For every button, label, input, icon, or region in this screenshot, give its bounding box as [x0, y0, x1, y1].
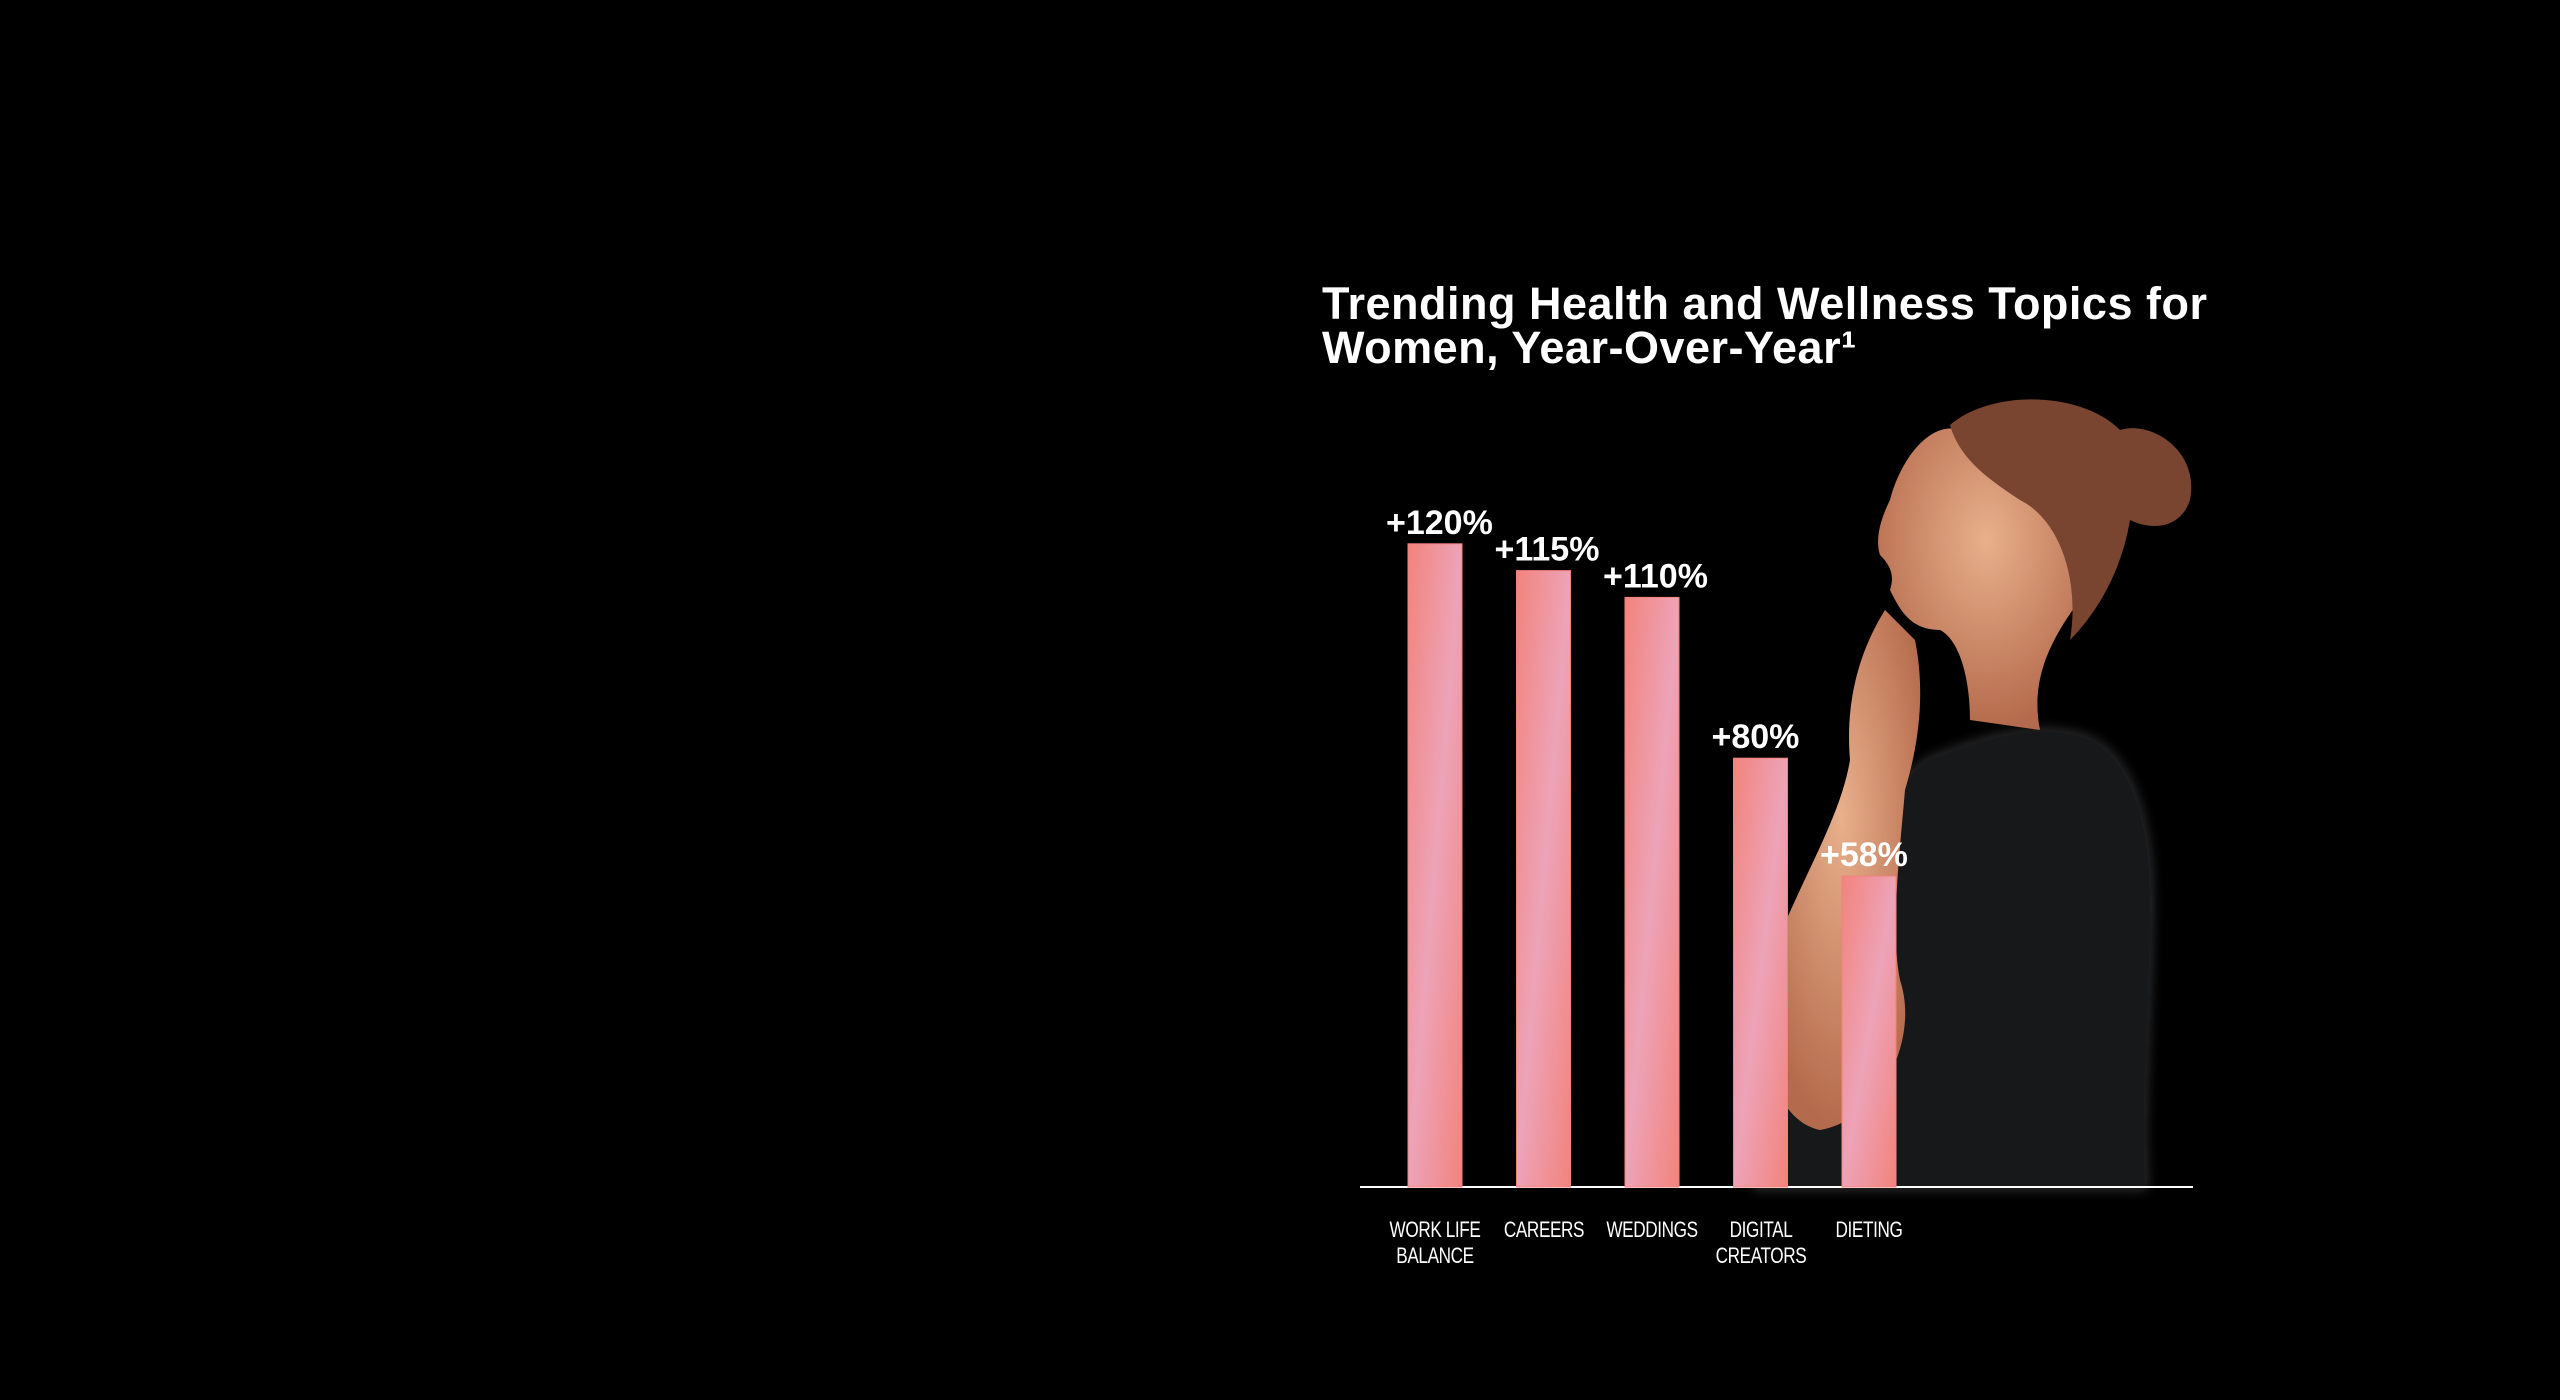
- bar: [1733, 757, 1788, 1188]
- bar: [1624, 596, 1680, 1188]
- value-label: +120%: [1386, 504, 1493, 542]
- chart-title: Trending Health and Wellness Topics for …: [1322, 278, 2208, 373]
- value-label: +80%: [1712, 718, 1800, 756]
- x-tick-label: DIGITAL CREATORS: [1715, 1217, 1806, 1268]
- bar: [1841, 875, 1897, 1188]
- bar: [1516, 570, 1571, 1188]
- value-label: +115%: [1495, 531, 1600, 569]
- photo: [1748, 399, 2192, 1189]
- hair: [1950, 399, 2192, 640]
- value-label: +58%: [1820, 836, 1908, 874]
- bar: [1407, 543, 1463, 1188]
- value-label: +110%: [1603, 557, 1708, 595]
- x-tick-label: DIETING: [1835, 1217, 1903, 1242]
- x-tick-label: CAREERS: [1503, 1217, 1584, 1242]
- x-tick-label: WORK LIFE BALANCE: [1389, 1217, 1481, 1268]
- x-tick-label: WEDDINGS: [1606, 1217, 1698, 1242]
